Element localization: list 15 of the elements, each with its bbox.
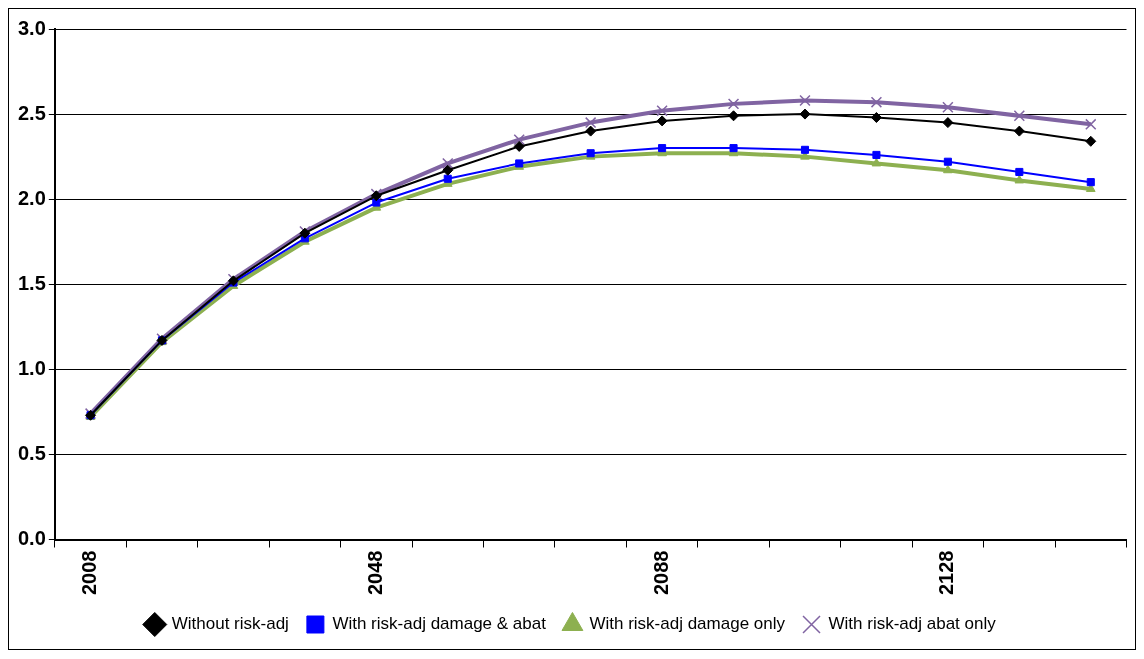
legend-label: With risk-adj damage only [589, 614, 786, 634]
legend-label: With risk-adj abat only [828, 614, 997, 634]
y-tick-label: 1.5 [17, 271, 46, 294]
legend-label: With risk-adj damage & abat [332, 614, 547, 634]
y-tick-label: 2.0 [17, 186, 46, 209]
x-tick-label: 2128 [935, 550, 958, 596]
x-tick-label: 2008 [78, 550, 101, 596]
y-tick-label: 0.5 [17, 441, 46, 464]
x-tick-label: 2088 [649, 550, 672, 596]
y-tick-label: 1.0 [17, 356, 46, 379]
y-tick-label: 3.0 [17, 16, 46, 39]
x-tick-label: 2048 [363, 550, 386, 596]
y-tick-label: 2.5 [17, 101, 46, 124]
legend-label: Without risk-adj [171, 614, 289, 634]
y-tick-label: 0.0 [17, 527, 46, 550]
